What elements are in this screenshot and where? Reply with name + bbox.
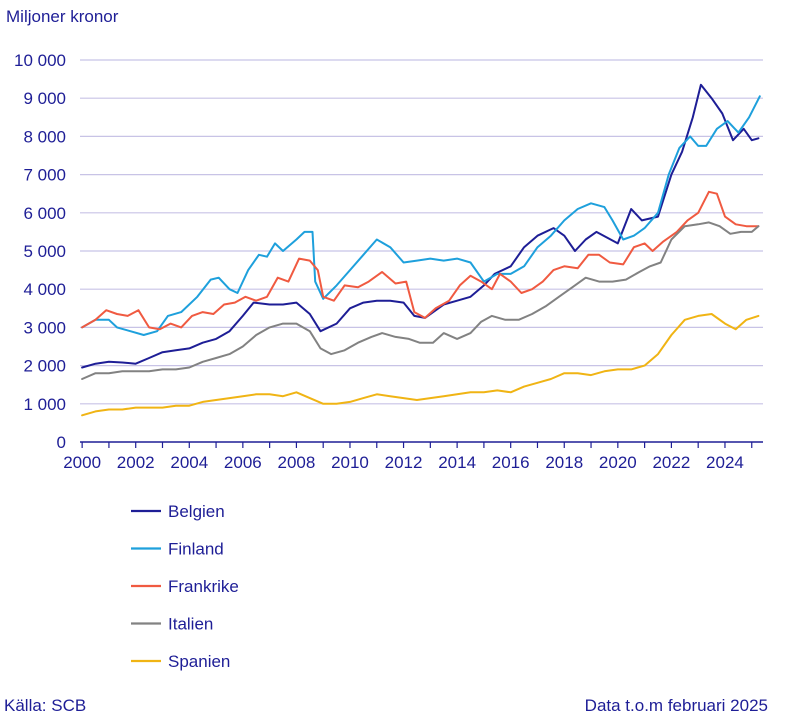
y-tick-label: 5 000 [23, 242, 66, 261]
x-tick-label: 2014 [438, 453, 476, 472]
y-tick-label: 4 000 [23, 280, 66, 299]
legend-label: Italien [168, 615, 213, 634]
y-tick-label: 7 000 [23, 166, 66, 185]
y-axis-label: Miljoner kronor [6, 7, 119, 26]
x-tick-label: 2016 [492, 453, 530, 472]
series-lines [81, 83, 761, 417]
x-axis [80, 441, 763, 448]
x-tick-label: 2010 [331, 453, 369, 472]
x-tick-label: 2018 [545, 453, 583, 472]
x-tick-label: 2000 [63, 453, 101, 472]
series-line-finland [81, 95, 761, 336]
x-tick-label: 2012 [385, 453, 423, 472]
x-tick-label: 2024 [706, 453, 744, 472]
gridlines [80, 59, 763, 405]
y-tick-label: 1 000 [23, 395, 66, 414]
legend: Belgien Finland Frankrike Italien Spanien [131, 502, 239, 671]
legend-label: Frankrike [168, 577, 239, 596]
x-tick-label: 2020 [599, 453, 637, 472]
x-tick-label: 2006 [224, 453, 262, 472]
y-tick-labels: 0 1 000 2 000 3 000 4 000 5 000 6 000 7 000 8 00… [14, 51, 66, 452]
y-tick-label: 8 000 [23, 127, 66, 146]
y-tick-label: 3 000 [23, 318, 66, 337]
y-tick-label: 0 [57, 433, 66, 452]
x-tick-label: 2022 [652, 453, 690, 472]
series-line-frankrike [81, 190, 760, 331]
y-tick-label: 10 000 [14, 51, 66, 70]
legend-label: Belgien [168, 502, 225, 521]
data-period-note: Data t.o.m februari 2025 [584, 696, 768, 715]
series-line-spanien [81, 313, 760, 417]
x-tick-label: 2002 [117, 453, 155, 472]
x-tick-label: 2008 [278, 453, 316, 472]
series-line-italien [81, 221, 760, 380]
x-tick-label: 2004 [170, 453, 208, 472]
y-tick-label: 6 000 [23, 204, 66, 223]
legend-label: Spanien [168, 652, 230, 671]
y-tick-label: 9 000 [23, 89, 66, 108]
source-note: Källa: SCB [4, 696, 87, 715]
x-tick-labels: 2000 2002 2004 2006 2008 2010 2012 2014 2016 2018… [63, 453, 744, 472]
y-tick-label: 2 000 [23, 357, 66, 376]
legend-label: Finland [168, 540, 224, 559]
